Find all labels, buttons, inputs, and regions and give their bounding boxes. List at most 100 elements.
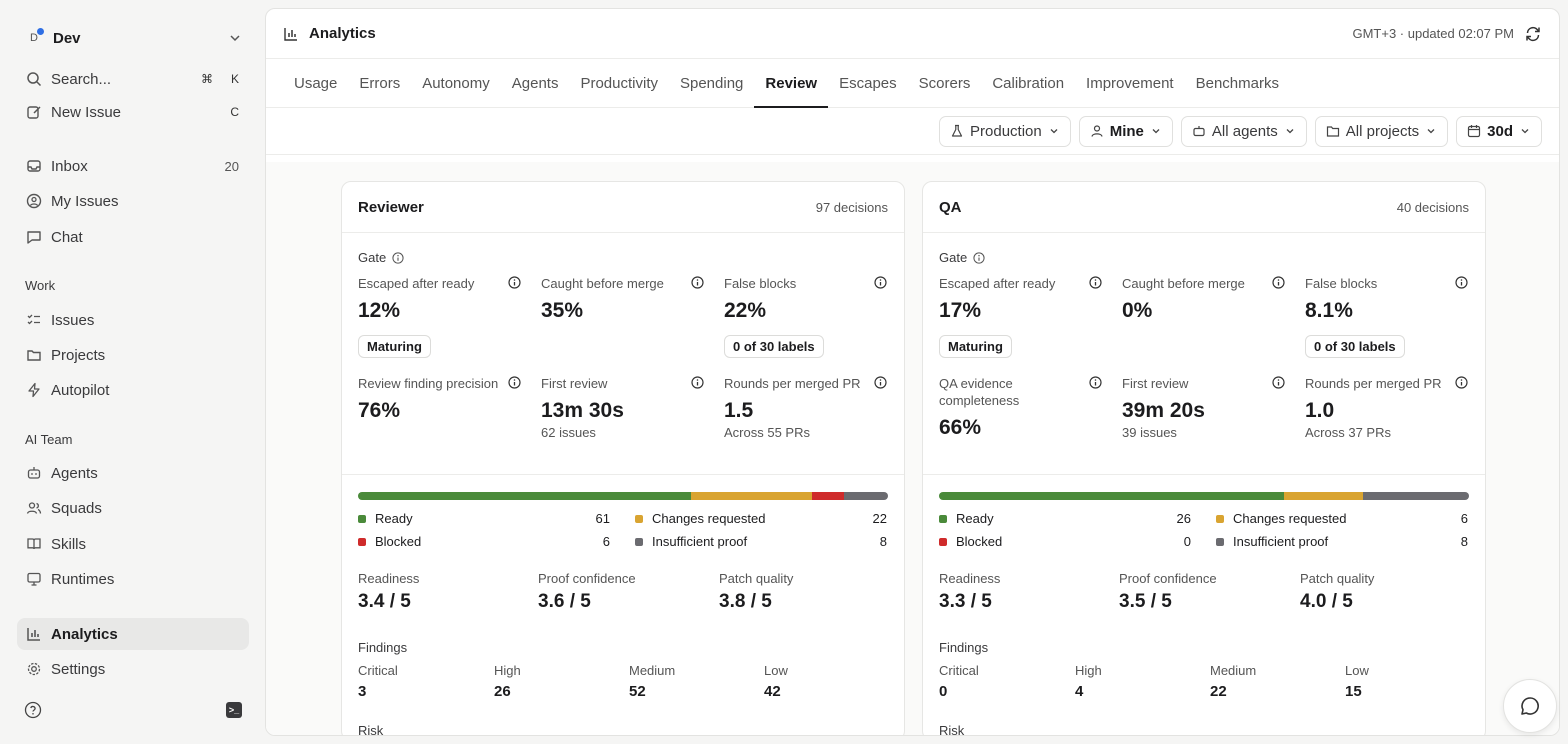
book-icon [25,535,43,553]
gear-icon [25,660,43,678]
tab-improvement[interactable]: Improvement [1086,74,1174,92]
decision-count: 97 decisions [815,199,888,215]
info-icon[interactable] [874,376,887,389]
projects-filter[interactable]: All projects [1314,115,1449,147]
gate-label-text: Gate [939,250,968,265]
bar-segment-ready [939,492,1284,500]
info-icon[interactable] [973,251,985,264]
caught-before-merge: Caught before merge 35% [541,275,704,323]
tab-agents[interactable]: Agents [511,74,559,92]
flask-icon [951,124,963,137]
help-icon[interactable] [24,701,42,719]
workspace-switcher[interactable]: D Dev [24,24,242,52]
tab-escapes[interactable]: Escapes [839,74,897,92]
first-review: First review 13m 30s 62 issues [541,375,704,440]
terminal-icon[interactable]: >_ [226,702,242,718]
escaped-badge: Maturing [358,335,431,358]
card-header: QA 40 decisions [923,182,1485,233]
search-label: Search... [51,70,112,88]
sidebar-item-agents[interactable]: Agents [17,457,249,489]
environment-filter[interactable]: Production [939,115,1071,147]
tab-autonomy[interactable]: Autonomy [422,74,490,92]
rounds-per-pr: Rounds per merged PR 1.0 Across 37 PRs [1305,375,1468,440]
search-button[interactable]: Search... ⌘ K [17,63,249,95]
legend-label: Blocked [956,534,1003,549]
sidebar-item-projects[interactable]: Projects [17,339,249,371]
rounds-per-pr-label: Rounds per merged PR [724,376,861,391]
sidebar-item-autopilot[interactable]: Autopilot [17,374,249,406]
info-icon[interactable] [691,376,704,389]
findings-low-label: Low [764,663,788,678]
info-icon[interactable] [874,276,887,289]
findings-critical: Critical 0 [939,663,1074,700]
owner-filter[interactable]: Mine [1078,115,1173,147]
sidebar-item-skills[interactable]: Skills [17,528,249,560]
sidebar-item-inbox[interactable]: Inbox 20 [17,150,249,182]
legend-count: 26 [1176,511,1191,526]
chevron-down-icon [230,35,240,42]
escaped-badge: Maturing [939,335,1012,358]
sidebar-item-squads[interactable]: Squads [17,492,249,524]
rounds-per-pr-value: 1.5 [724,399,754,422]
sidebar-item-runtimes[interactable]: Runtimes [17,563,249,595]
calendar-icon [1468,125,1481,138]
info-icon[interactable] [1089,276,1102,289]
readiness-score-label: Readiness [358,571,420,586]
sidebar-item-issues[interactable]: Issues [17,304,249,336]
escaped-after-ready-value: 12% [358,299,401,322]
sidebar-item-analytics[interactable]: Analytics [17,618,249,650]
tab-scorers[interactable]: Scorers [918,74,971,92]
tab-spending[interactable]: Spending [679,74,744,92]
info-icon[interactable] [1272,376,1285,389]
sidebar-item-my-issues[interactable]: My Issues [17,185,249,217]
first-review-sub: 39 issues [1122,425,1177,440]
findings-high-value: 4 [1075,683,1084,700]
proof-confidence-score-label: Proof confidence [538,571,636,586]
false-blocks-label: False blocks [724,276,797,291]
false-blocks-badge: 0 of 30 labels [1305,335,1405,358]
date-range-label: 30d [1487,122,1513,140]
info-icon[interactable] [1089,376,1102,389]
folder-icon [25,346,43,364]
info-icon[interactable] [1272,276,1285,289]
escaped-after-ready-label: Escaped after ready [939,276,1056,291]
legend-swatch [939,537,947,546]
review-content: Reviewer 97 decisions Gate Escaped after… [266,162,1559,735]
new-issue-button[interactable]: New Issue C [17,96,249,128]
tab-benchmarks[interactable]: Benchmarks [1195,74,1279,92]
patch-quality-score-label: Patch quality [1300,571,1375,586]
date-range-filter[interactable]: 30d [1456,115,1542,147]
tab-productivity[interactable]: Productivity [580,74,658,92]
info-icon[interactable] [392,251,404,264]
legend-count: 6 [602,534,610,549]
sidebar-item-settings[interactable]: Settings [17,653,249,685]
settings-label: Settings [51,660,106,678]
tab-calibration[interactable]: Calibration [992,74,1065,92]
legend-label: Insufficient proof [1233,534,1329,549]
tab-review[interactable]: Review [754,59,828,108]
findings-low-value: 42 [764,683,781,700]
first-review: First review 39m 20s 39 issues [1122,375,1285,440]
first-review-sub: 62 issues [541,425,596,440]
legend-label: Blocked [375,534,422,549]
agents-filter[interactable]: All agents [1180,115,1307,147]
tab-errors[interactable]: Errors [359,74,401,92]
chat-fab-button[interactable] [1503,679,1557,733]
false-blocks-value: 22% [724,299,767,322]
findings-title: Findings [939,640,989,655]
info-icon[interactable] [1455,376,1468,389]
info-icon[interactable] [508,276,521,289]
monitor-icon [25,570,43,588]
legend-changes: Changes requested 6 [1216,511,1468,526]
info-icon[interactable] [508,376,521,389]
projects-filter-label: All projects [1345,122,1420,140]
false-blocks-value: 8.1% [1305,299,1353,322]
info-icon[interactable] [1455,276,1468,289]
rounds-per-pr-value: 1.0 [1305,399,1335,422]
refresh-icon[interactable] [1524,25,1542,43]
rounds-per-pr-sub: Across 55 PRs [724,425,810,440]
info-icon[interactable] [691,276,704,289]
tab-usage[interactable]: Usage [294,74,338,92]
robot-icon [1193,126,1205,137]
sidebar-item-chat[interactable]: Chat [17,221,249,253]
